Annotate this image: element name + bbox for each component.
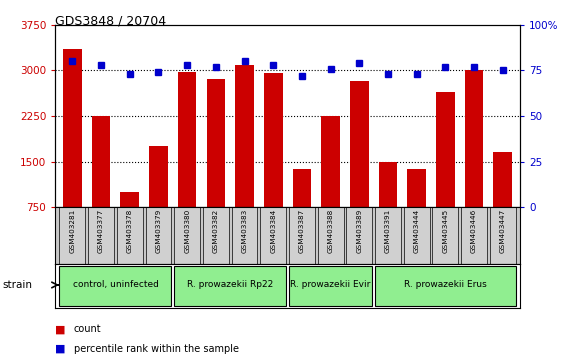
Bar — [346, 207, 372, 264]
Bar — [174, 207, 200, 264]
Bar — [235, 65, 254, 253]
Text: strain: strain — [3, 280, 33, 290]
Bar — [375, 207, 401, 264]
Bar — [436, 92, 455, 253]
Text: GSM403446: GSM403446 — [471, 209, 477, 253]
Bar — [350, 81, 369, 253]
Text: R. prowazekii Erus: R. prowazekii Erus — [404, 280, 487, 290]
Bar — [203, 207, 229, 264]
Text: GSM403384: GSM403384 — [270, 209, 276, 253]
Text: GSM403380: GSM403380 — [184, 209, 190, 253]
Text: GSM403391: GSM403391 — [385, 209, 391, 253]
Text: GSM403281: GSM403281 — [69, 209, 76, 253]
Text: R. prowazekii Rp22: R. prowazekii Rp22 — [187, 280, 273, 290]
Bar — [465, 70, 483, 253]
Bar — [375, 266, 516, 306]
Bar — [63, 49, 82, 253]
Text: ■: ■ — [55, 324, 66, 334]
Bar — [264, 73, 282, 253]
Text: R. prowazekii Evir: R. prowazekii Evir — [290, 280, 371, 290]
Bar — [59, 207, 85, 264]
Bar — [493, 152, 512, 253]
Bar — [490, 207, 516, 264]
Bar — [379, 161, 397, 253]
Text: control, uninfected: control, uninfected — [73, 280, 159, 290]
Bar — [289, 207, 315, 264]
Text: GSM403444: GSM403444 — [414, 209, 419, 253]
Text: ■: ■ — [55, 344, 66, 354]
Text: count: count — [74, 324, 102, 334]
Bar — [117, 207, 143, 264]
Bar — [178, 72, 196, 253]
Text: GSM403387: GSM403387 — [299, 209, 305, 253]
Bar — [289, 266, 372, 306]
Text: GSM403377: GSM403377 — [98, 209, 104, 253]
Bar — [206, 79, 225, 253]
Bar — [407, 169, 426, 253]
Bar — [232, 207, 257, 264]
Bar — [146, 207, 171, 264]
Bar — [404, 207, 429, 264]
Bar — [318, 207, 343, 264]
Text: GSM403447: GSM403447 — [500, 209, 506, 253]
Text: percentile rank within the sample: percentile rank within the sample — [74, 344, 239, 354]
Bar — [92, 116, 110, 253]
Text: GSM403445: GSM403445 — [442, 209, 449, 253]
Text: GSM403388: GSM403388 — [328, 209, 333, 253]
Text: GSM403389: GSM403389 — [356, 209, 363, 253]
Bar — [88, 207, 114, 264]
Bar — [120, 192, 139, 253]
Text: GSM403379: GSM403379 — [156, 209, 162, 253]
Text: GSM403378: GSM403378 — [127, 209, 133, 253]
Bar — [432, 207, 458, 264]
Bar — [293, 169, 311, 253]
Bar — [174, 266, 286, 306]
Bar — [321, 116, 340, 253]
Bar — [260, 207, 286, 264]
Text: GDS3848 / 20704: GDS3848 / 20704 — [55, 14, 166, 27]
Text: GSM403382: GSM403382 — [213, 209, 219, 253]
Bar — [149, 146, 168, 253]
Text: GSM403383: GSM403383 — [242, 209, 248, 253]
Bar — [59, 266, 171, 306]
Bar — [461, 207, 487, 264]
